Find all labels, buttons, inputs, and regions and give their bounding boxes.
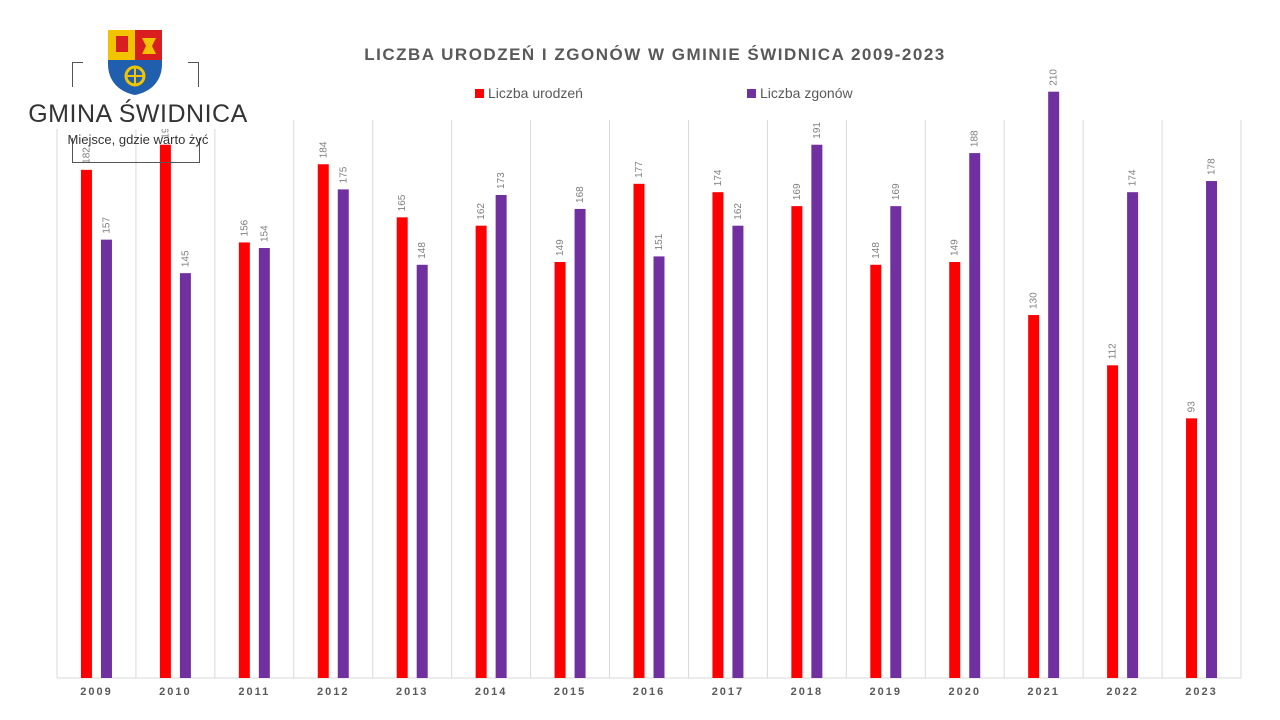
coat-of-arms-icon [108, 30, 162, 95]
data-label: 156 [239, 219, 250, 236]
bar-births [870, 264, 882, 678]
bar-deaths [732, 225, 744, 679]
x-tick-label: 2023 [1185, 686, 1217, 698]
logo-tagline: Miejsce, gdzie warto żyć [67, 132, 209, 147]
bar-births [475, 225, 487, 679]
data-label: 173 [496, 172, 507, 189]
data-label: 191 [812, 122, 823, 139]
data-label: 154 [259, 225, 270, 242]
x-tick-label: 2021 [1027, 686, 1059, 698]
bar-births [1107, 365, 1119, 678]
data-label: 177 [634, 161, 645, 178]
logo-bracket [188, 62, 199, 87]
data-label: 175 [338, 166, 349, 183]
bar-births [159, 144, 171, 678]
data-label: 178 [1207, 158, 1218, 175]
x-tick-label: 2020 [948, 686, 980, 698]
x-tick-label: 2016 [633, 686, 665, 698]
data-label: 188 [970, 130, 981, 147]
data-label: 145 [180, 250, 191, 267]
bar-deaths [811, 144, 823, 678]
x-tick-label: 2013 [396, 686, 428, 698]
data-label: 184 [318, 141, 329, 158]
legend-swatch [747, 89, 756, 98]
bar-deaths [337, 189, 349, 678]
data-label: 182 [81, 147, 92, 164]
data-label: 191 [160, 122, 171, 139]
x-tick-label: 2011 [238, 686, 270, 698]
data-label: 149 [555, 239, 566, 256]
data-label: 165 [397, 194, 408, 211]
bar-deaths [258, 248, 270, 679]
data-label: 174 [1128, 169, 1139, 186]
bars [80, 91, 1218, 679]
legend: Liczba urodzeń Liczba zgonów [475, 85, 854, 101]
data-label: 169 [891, 183, 902, 200]
x-tick-label: 2018 [791, 686, 823, 698]
bar-births [1028, 315, 1040, 678]
bar-deaths [495, 194, 507, 678]
data-label: 148 [871, 242, 882, 259]
x-tick-label: 2012 [317, 686, 349, 698]
data-label: 210 [1049, 69, 1060, 86]
bar-births [554, 261, 566, 678]
bar-births [1186, 418, 1198, 678]
legend-label: Liczba zgonów [760, 85, 854, 101]
bar-deaths [179, 273, 191, 678]
data-label: 93 [1187, 401, 1198, 413]
data-label: 162 [733, 203, 744, 220]
bar-deaths [100, 239, 112, 678]
x-tick-label: 2019 [870, 686, 902, 698]
bar-deaths [653, 256, 665, 678]
bar-births [317, 164, 329, 679]
x-tick-label: 2017 [712, 686, 744, 698]
bar-births [80, 169, 92, 678]
bar-births [238, 242, 250, 678]
bar-deaths [890, 206, 902, 679]
data-label: 157 [101, 217, 112, 234]
logo-bracket [72, 62, 83, 87]
data-label: 149 [950, 239, 961, 256]
x-tick-label: 2022 [1106, 686, 1138, 698]
chart-title: LICZBA URODZEŃ I ZGONÓW W GMINIE ŚWIDNIC… [364, 45, 946, 64]
bar-deaths [416, 264, 428, 678]
data-labels: 182 157 191 145 156 154 184 175 165 148 162 173 149 1… [81, 69, 1217, 413]
data-label: 168 [575, 186, 586, 203]
bar-births [396, 217, 408, 678]
logo-bracket [72, 138, 200, 163]
x-tick-label: 2009 [80, 686, 112, 698]
bar-deaths [1206, 181, 1218, 679]
logo: GMINA ŚWIDNICA Miejsce, gdzie warto żyć [28, 28, 248, 168]
gridlines [56, 120, 1242, 679]
data-label: 130 [1029, 292, 1040, 309]
data-label: 162 [476, 203, 487, 220]
bar-births [633, 183, 645, 679]
data-label: 112 [1108, 343, 1119, 359]
x-tick-label: 2015 [554, 686, 586, 698]
x-tick-label: 2010 [159, 686, 191, 698]
bar-births [712, 192, 724, 678]
bar-births [949, 261, 961, 678]
data-label: 151 [654, 233, 665, 250]
bar-deaths [574, 208, 586, 678]
bar-deaths [1048, 91, 1060, 679]
x-tick-labels: 2009 2010 2011 2012 2013 2014 2015 2016 2017 2018… [80, 686, 1217, 698]
data-label: 148 [417, 242, 428, 259]
legend-swatch [475, 89, 484, 98]
legend-label: Liczba urodzeń [488, 85, 583, 101]
data-label: 174 [713, 169, 724, 186]
bar-births [791, 206, 803, 679]
logo-name: GMINA ŚWIDNICA [28, 100, 248, 129]
bar-deaths [969, 153, 981, 678]
x-tick-label: 2014 [475, 686, 507, 698]
data-label: 169 [792, 183, 803, 200]
bar-deaths [1127, 192, 1139, 678]
